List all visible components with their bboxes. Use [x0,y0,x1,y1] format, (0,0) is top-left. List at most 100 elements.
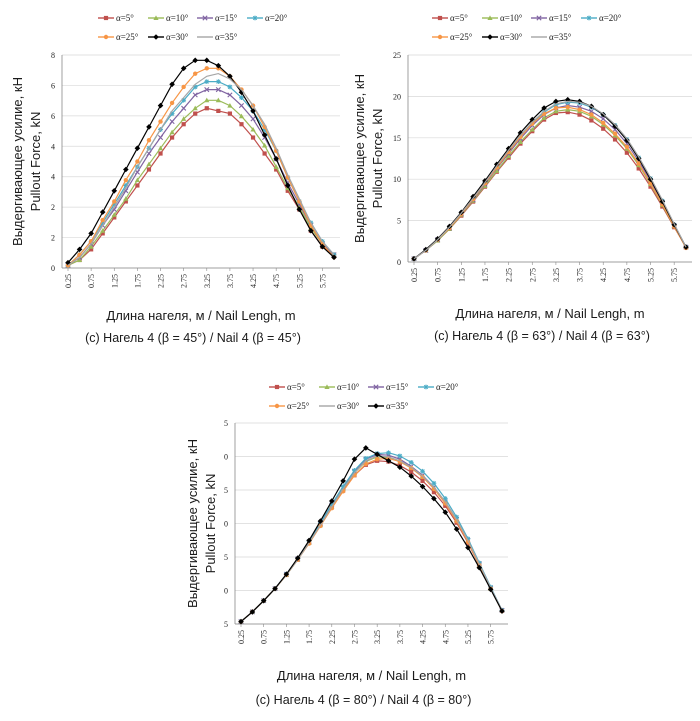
data-point [100,217,105,223]
legend-entry: α=10° [319,382,360,392]
x-tick-label: 0.75 [87,274,96,288]
x-tick-label: 4.25 [599,268,608,282]
series-line [413,104,687,260]
legend-label: α=15° [549,13,572,23]
legend-marker [423,384,429,390]
data-point [238,89,245,96]
data-point [262,151,267,156]
data-point [227,84,233,90]
x-tick-label: 3.25 [373,630,382,644]
data-point [135,159,140,164]
data-point [442,509,449,516]
data-point [157,145,164,151]
x-tick-label: 2.25 [328,630,337,644]
data-point [204,66,209,71]
legend-entry: α=5° [98,13,134,23]
data-point [331,254,337,261]
y-tick-label: 5 [224,419,228,428]
data-point [260,597,267,604]
x-tick-label: 1.25 [457,268,466,282]
series-3 [65,87,337,268]
series-1 [65,106,337,268]
legend-entry: α=35° [531,32,572,42]
data-point [261,132,268,138]
x-tick-label: 1.25 [110,274,119,288]
data-point [386,450,391,456]
chart-panel-nail4-beta80: α=5° α=10° α=15° α=20° α=25° α=30° α=35° 5 0 5 0 5 0… [175,370,525,721]
chart-svg: α=5° α=10° α=15° α=20°α=25° α=30° α=35°505050… [185,382,508,707]
data-point [505,145,512,152]
series-2 [65,97,337,268]
data-point [577,112,582,117]
chart-caption: (c) Нагель 4 (β = 80°) / Nail 4 (β = 80°… [256,693,472,707]
legend-entry: α=15° [368,382,409,392]
series-line [413,101,687,260]
legend-entry: α=25° [269,401,310,411]
data-point [600,116,606,122]
data-point [146,150,152,157]
data-point [123,177,129,183]
data-point [146,161,152,167]
data-point [431,490,437,495]
data-point [443,503,448,508]
legend-label: α=30° [166,32,189,42]
series-7 [238,445,505,625]
data-point [146,138,152,143]
data-point [284,182,291,189]
data-point [250,135,256,140]
data-point [565,110,570,115]
x-tick-label: 5.25 [464,630,473,644]
data-point [409,469,414,475]
data-point [238,102,245,109]
data-point [352,468,357,473]
data-point [76,257,83,263]
data-point [565,104,570,110]
x-tick-label: 5.75 [670,268,679,282]
data-point [487,586,494,593]
legend-marker [373,384,379,390]
data-point [541,115,547,120]
y-tick-label: 25 [393,51,401,60]
legend-label: α=25° [287,401,310,411]
legend-entry: α=35° [368,401,409,411]
data-point [112,199,117,204]
series-2 [238,454,505,624]
legend-entry: α=20° [581,13,622,23]
legend-label: α=25° [450,32,473,42]
data-point [612,123,618,130]
legend-label: α=15° [215,13,238,23]
legend-label: α=5° [287,382,305,392]
y-tick-label: 0 [397,258,401,267]
data-point [111,212,117,217]
data-point [135,183,140,188]
data-point [541,105,547,111]
series-line [413,106,687,260]
x-tick-label: 2.75 [350,630,359,644]
data-point [453,526,460,532]
y-tick-label: 5 [224,553,228,562]
data-point [123,199,128,204]
data-point [262,142,268,148]
data-point [250,108,256,114]
data-point [328,498,335,504]
data-point [227,111,233,116]
data-point [283,571,290,577]
data-point [577,107,582,112]
series-6 [65,57,337,266]
data-point [111,187,118,194]
data-point [123,183,129,188]
legend-entry: α=10° [148,13,189,23]
x-tick-label: 2.75 [180,274,189,288]
data-point [181,122,186,127]
data-point [239,122,244,127]
data-point [215,62,222,69]
series-2 [411,107,689,261]
x-tick-label: 0.75 [260,630,269,644]
legend-entry: α=20° [247,13,288,23]
data-point [134,177,140,183]
x-tick-label: 5.25 [295,274,304,288]
data-point [340,484,346,489]
x-tick-label: 1.75 [305,630,314,644]
legend-label: α=35° [386,401,409,411]
data-point [239,95,244,100]
